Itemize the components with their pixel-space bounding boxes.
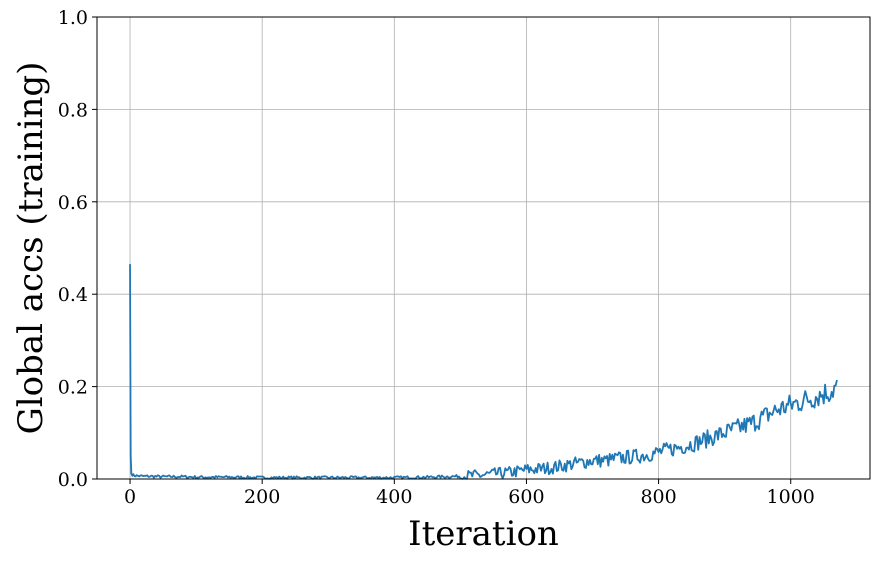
x-tick-label: 400 <box>376 486 412 508</box>
y-tick-label: 0.0 <box>58 469 88 491</box>
grid-lines <box>97 16 870 480</box>
series-layer <box>129 264 838 480</box>
y-axis: 0.0 0.2 0.4 0.6 0.8 1.0 <box>58 7 97 491</box>
y-tick-label: 0.4 <box>58 284 88 306</box>
x-tick-label: 1000 <box>767 486 815 508</box>
plot-frame <box>96 16 871 480</box>
y-tick-label: 1.0 <box>58 7 88 29</box>
x-axis: 0 200 400 600 800 1000 <box>124 479 815 508</box>
x-tick-label: 600 <box>508 486 544 508</box>
x-tick-label: 0 <box>124 486 136 508</box>
y-tick-label: 0.2 <box>58 377 88 399</box>
x-axis-label: Iteration <box>408 514 559 554</box>
y-tick-label: 0.8 <box>58 99 88 121</box>
y-axis-label: Global accs (training) <box>11 62 51 435</box>
x-tick-label: 200 <box>244 486 280 508</box>
series-line <box>129 264 838 480</box>
y-tick-label: 0.6 <box>58 192 88 214</box>
x-tick-label: 800 <box>640 486 676 508</box>
